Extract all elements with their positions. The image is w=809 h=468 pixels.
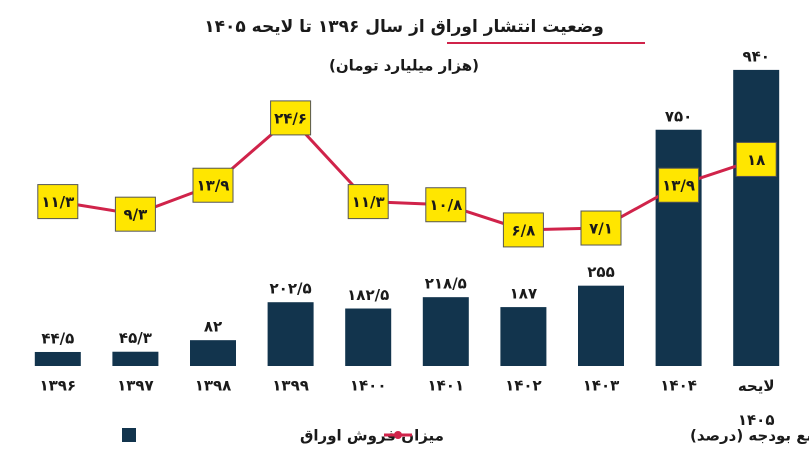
bar (422, 297, 469, 366)
x-tick-label: ۱۳۹۷ (117, 377, 154, 395)
point-label-box (270, 100, 312, 136)
x-tick-label: ۱۴۰۲ (505, 377, 542, 395)
bar-value-label: ۲۵۵ (587, 263, 614, 281)
bar-value-label: ۴۵/۳ (119, 329, 152, 347)
legend-label: سهم از کل منابع بودجه (درصد) (690, 427, 809, 445)
point-label: ۱۳/۹ (197, 177, 230, 195)
x-tick-label: ۱۳۹۸ (195, 377, 232, 395)
bar (190, 340, 236, 366)
bar (345, 308, 392, 366)
bar-value-label: ۱۸۷ (510, 285, 537, 303)
point-label-box (502, 212, 544, 248)
x-tick-label: ۱۴۰۴ (660, 377, 697, 395)
bar-value-label: ۹۴۰ (742, 47, 769, 65)
point-label-box (425, 187, 467, 223)
bar (267, 302, 314, 366)
chart-title: وضعیت انتشار اوراق از سال ۱۳۹۶ تا لایحه … (204, 17, 604, 37)
point-label-box (735, 141, 777, 177)
point-label: ۶/۸ (512, 221, 536, 239)
point-label-box (192, 167, 234, 203)
point-label: ۲۴/۶ (274, 109, 307, 127)
point-label-box (37, 184, 79, 220)
x-tick-label: ۱۴۰۱ (427, 377, 464, 395)
point-label-box (658, 167, 700, 203)
bar-value-label: ۲۱۸/۵ (425, 275, 467, 293)
bar-value-label: ۷۵۰ (665, 107, 692, 125)
bar (578, 285, 624, 366)
bar-value-label: ۸۲ (204, 318, 222, 336)
point-label: ۱۳/۹ (662, 177, 695, 195)
x-tick-label: ۱۳۹۶ (39, 377, 76, 395)
bar (34, 351, 81, 366)
point-label: ۱۸ (747, 151, 765, 169)
bar-value-label: ۴۴/۵ (41, 329, 74, 347)
point-label: ۷/۱ (589, 220, 613, 238)
bar (733, 69, 780, 367)
point-label: ۱۱/۳ (352, 193, 385, 211)
chart-subtitle: (هزار میلیارد تومان) (329, 57, 479, 75)
legend-marker (394, 431, 402, 439)
point-label: ۱۱/۳ (41, 193, 74, 211)
x-tick-label: ۱۳۹۹ (272, 377, 309, 395)
bar-value-label: ۱۸۲/۵ (347, 286, 389, 304)
point-label-box (580, 210, 622, 246)
legend-swatch (122, 428, 136, 442)
x-tick-label-line: لایحه (738, 377, 775, 395)
line (57, 115, 757, 232)
bar (112, 351, 159, 366)
point-label-box (347, 184, 389, 220)
point-label: ۱۰/۸ (429, 196, 462, 214)
x-tick-label: لایحه ۱۴۰۵ (738, 377, 775, 429)
x-tick-label: ۱۴۰۳ (583, 377, 620, 395)
bar (500, 307, 547, 366)
point-label: ۹/۳ (124, 206, 148, 224)
x-tick-label: ۱۴۰۰ (350, 377, 387, 395)
bar (655, 129, 702, 366)
x-tick-label-line: ۱۴۰۵ (738, 411, 775, 429)
point-label-box (114, 196, 156, 232)
bar-value-label: ۲۰۲/۵ (270, 280, 312, 298)
legend-label: میزان فروش اوراق (300, 427, 444, 445)
